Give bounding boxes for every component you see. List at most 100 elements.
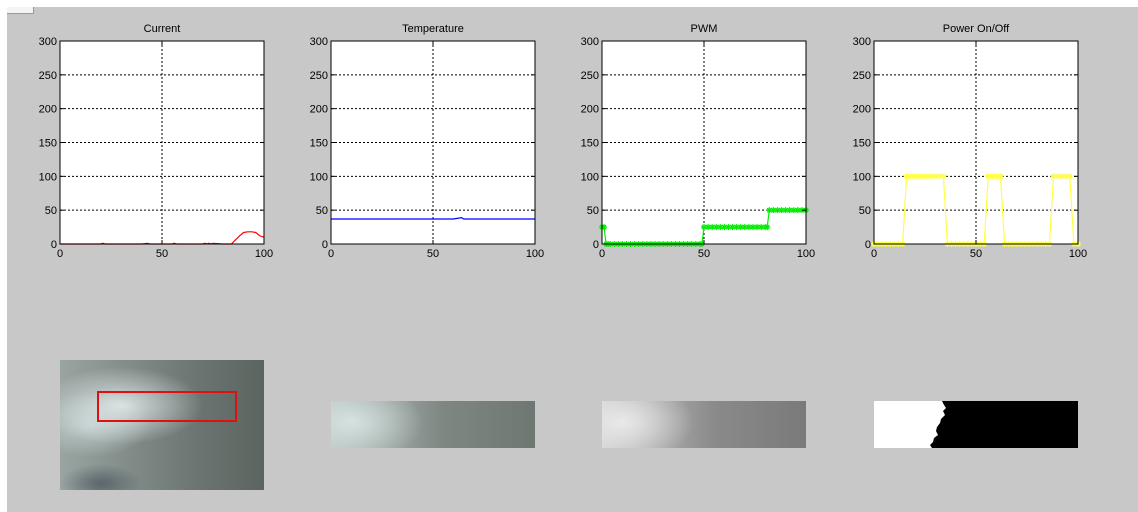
data-point-pwm: [778, 207, 785, 214]
data-point-power-on-off: [915, 173, 922, 180]
y-tick-label: 100: [581, 171, 599, 183]
chart-power-on-off: 0 50 100 0 50 100 150 200 250 300 Power On/Off: [853, 23, 1088, 260]
data-point-pwm: [770, 207, 777, 214]
cropped-region-image: [331, 401, 535, 448]
data-point-pwm: [717, 224, 724, 231]
x-tick-label: 50: [427, 248, 439, 260]
y-tick-label: 150: [853, 138, 871, 150]
y-tick-label: 150: [39, 138, 57, 150]
data-point-power-on-off: [936, 173, 943, 180]
data-point-power-on-off: [993, 173, 1000, 180]
x-tick-label: 50: [156, 248, 168, 260]
data-point-pwm: [798, 207, 805, 214]
x-tick-label: 0: [871, 248, 877, 260]
x-tick-label: 50: [698, 248, 710, 260]
data-point-power-on-off: [932, 173, 939, 180]
y-tick-label: 0: [51, 239, 57, 251]
data-point-power-on-off: [911, 173, 918, 180]
data-point-power-on-off: [1066, 173, 1073, 180]
y-tick-label: 50: [45, 205, 57, 217]
y-tick-label: 300: [853, 36, 871, 48]
data-point-pwm: [709, 224, 716, 231]
y-tick-label: 200: [310, 104, 328, 116]
y-tick-label: 50: [859, 205, 871, 217]
chart-title-temperature: Temperature: [402, 23, 464, 35]
chart-title-pwm: PWM: [691, 23, 718, 35]
chart-temperature: 0 50 100 0 50 100 150 200 250 300 Temperature: [310, 23, 545, 260]
y-tick-label: 250: [853, 70, 871, 82]
data-point-pwm: [782, 207, 789, 214]
y-tick-label: 0: [593, 239, 599, 251]
data-point-pwm: [741, 224, 748, 231]
x-tick-label: 50: [970, 248, 982, 260]
data-point-pwm: [754, 224, 761, 231]
data-point-pwm: [758, 224, 765, 231]
y-tick-label: 200: [853, 104, 871, 116]
x-tick-label: 100: [797, 248, 815, 260]
y-tick-label: 0: [865, 239, 871, 251]
x-tick-label: 100: [526, 248, 544, 260]
y-tick-label: 150: [310, 138, 328, 150]
x-tick-label: 0: [57, 248, 63, 260]
y-tick-label: 200: [581, 104, 599, 116]
data-point-pwm: [794, 207, 801, 214]
data-point-power-on-off: [940, 173, 947, 180]
y-tick-label: 250: [310, 70, 328, 82]
data-point-power-on-off: [1054, 173, 1061, 180]
data-point-pwm: [733, 224, 740, 231]
data-point-pwm: [737, 224, 744, 231]
window-corner-tab: [7, 7, 34, 14]
grayscale-region-image: [602, 401, 806, 448]
y-tick-label: 200: [39, 104, 57, 116]
data-point-power-on-off: [928, 173, 935, 180]
binary-region-image: [874, 401, 1078, 448]
data-point-pwm: [701, 224, 707, 231]
y-tick-label: 0: [322, 239, 328, 251]
y-tick-label: 300: [39, 36, 57, 48]
y-tick-label: 250: [581, 70, 599, 82]
chart-title-current: Current: [144, 23, 181, 35]
x-tick-label: 100: [255, 248, 273, 260]
data-point-power-on-off: [1062, 173, 1069, 180]
y-tick-label: 150: [581, 138, 599, 150]
data-point-pwm: [790, 207, 797, 214]
series-line-temperature: [331, 216, 535, 220]
y-tick-label: 100: [39, 171, 57, 183]
data-point-pwm: [749, 224, 756, 231]
data-point-power-on-off: [997, 173, 1004, 180]
data-point-pwm: [721, 224, 728, 231]
original-frame-image: [60, 360, 264, 490]
data-point-pwm: [729, 224, 736, 231]
data-point-pwm: [764, 224, 771, 231]
x-tick-label: 100: [1069, 248, 1087, 260]
x-tick-label: 0: [328, 248, 334, 260]
data-point-power-on-off: [985, 173, 992, 180]
y-tick-label: 250: [39, 70, 57, 82]
data-point-pwm: [786, 207, 793, 214]
y-tick-label: 50: [316, 205, 328, 217]
chart-current: 0 50 100 0 50 100 150 200 250 300 Current: [39, 23, 274, 260]
data-point-power-on-off: [989, 173, 996, 180]
data-point-power-on-off: [1050, 173, 1057, 180]
data-point-pwm: [774, 207, 781, 214]
y-tick-label: 100: [853, 171, 871, 183]
data-point-power-on-off: [924, 173, 931, 180]
y-tick-label: 300: [310, 36, 328, 48]
data-point-power-on-off: [903, 173, 910, 180]
data-point-pwm: [725, 224, 732, 231]
roi-rectangle: [97, 391, 237, 422]
data-point-pwm: [713, 224, 720, 231]
data-point-power-on-off: [907, 173, 914, 180]
data-point-pwm: [766, 207, 773, 214]
y-tick-label: 100: [310, 171, 328, 183]
data-point-pwm: [601, 224, 608, 231]
y-tick-label: 50: [587, 205, 599, 217]
data-point-power-on-off: [1058, 173, 1065, 180]
data-point-power-on-off: [919, 173, 926, 180]
data-point-pwm: [705, 224, 712, 231]
chart-pwm: 0 50 100 0 50 100 150 200 250 300 PWM: [581, 23, 816, 260]
y-tick-label: 300: [581, 36, 599, 48]
x-tick-label: 0: [599, 248, 605, 260]
chart-title-power-on-off: Power On/Off: [943, 23, 1010, 35]
